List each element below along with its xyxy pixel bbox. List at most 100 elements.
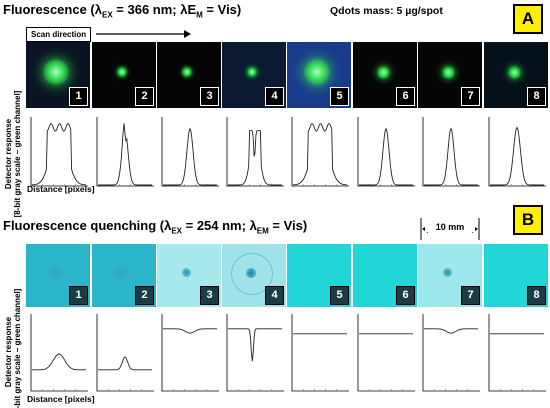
tile-number-label: 2 (135, 286, 154, 305)
plot-axes (161, 314, 219, 392)
tile-number-label: 6 (396, 87, 415, 106)
qdots-mass-label: Qdots mass: 5 µg/spot (330, 5, 443, 17)
profile-curve (163, 328, 217, 334)
plot-axes (161, 117, 219, 187)
plot-axes (96, 117, 154, 187)
panel-a-xlabel: Distance [pixels] (27, 184, 95, 194)
profile-plot-a-1 (30, 117, 88, 187)
panel-b-badge: B (513, 205, 543, 235)
profile-plot-b-2 (96, 314, 154, 392)
tile-number-label: 3 (200, 286, 219, 305)
profile-plot-b-8 (488, 314, 546, 392)
panel-b-title: Fluorescence quenching (λEX = 254 nm; λE… (3, 218, 308, 236)
quenching-spot (47, 264, 63, 281)
plot-axes (357, 117, 415, 187)
tile-a-7: 7 (418, 42, 482, 108)
tile-number-label: 6 (396, 286, 415, 305)
tile-number-label: 2 (135, 87, 154, 106)
tile-number-label: 4 (265, 286, 284, 305)
plot-axes (226, 117, 284, 187)
plot-axes (357, 314, 415, 392)
plot-axes (422, 314, 480, 392)
quenching-spot (246, 267, 256, 278)
tile-number-label: 5 (330, 286, 349, 305)
tile-number-label: 7 (461, 87, 480, 106)
profile-curve (228, 328, 282, 362)
fluorescent-spot (441, 65, 455, 79)
tile-number-label: 7 (461, 286, 480, 305)
tile-b-3: 3 (157, 244, 221, 307)
profile-curve (32, 353, 86, 371)
plot-axes (30, 314, 88, 392)
plot-axes (488, 314, 546, 392)
fluorescent-spot (117, 67, 127, 77)
tile-number-label: 3 (200, 87, 219, 106)
tile-b-5: 5 (287, 244, 351, 307)
profile-plot-b-4 (226, 314, 284, 392)
panel-b-ylabel: Detector response [8-bit gray scale – gre… (4, 288, 22, 408)
tile-a-2: 2 (92, 42, 156, 108)
fluorescent-spot (376, 65, 390, 79)
tile-b-7: 7 (418, 244, 482, 307)
profile-plot-a-2 (96, 117, 154, 187)
quenching-spot (113, 264, 129, 281)
profile-plot-b-1 (30, 314, 88, 392)
profile-curve (424, 127, 478, 186)
plot-axes (291, 314, 349, 392)
profile-curve (228, 130, 282, 186)
quenching-halo (231, 252, 273, 295)
tile-b-1: 1 (26, 244, 90, 307)
fluorescent-spot (247, 67, 257, 77)
fluorescent-spot (507, 65, 521, 79)
quenching-spot (181, 268, 191, 277)
profile-plot-b-7 (422, 314, 480, 392)
profile-curve (163, 127, 217, 186)
tile-b-8: 8 (484, 244, 548, 307)
profile-curve (292, 123, 348, 186)
profile-curve (424, 328, 478, 334)
plot-axes (30, 117, 88, 187)
profile-plot-a-8 (488, 117, 546, 187)
panel-a-ylabel: Detector response [8-bit gray scale – gre… (4, 90, 22, 218)
profile-plot-a-7 (422, 117, 480, 187)
fluorescent-spot (304, 59, 330, 85)
profile-curve (98, 356, 152, 371)
profile-plot-a-5 (291, 117, 349, 187)
tile-number-label: 4 (265, 87, 284, 106)
panel-a-badge: A (513, 4, 543, 34)
tile-number-label: 1 (69, 87, 88, 106)
profile-curve (98, 123, 152, 186)
plot-axes (226, 314, 284, 392)
scale-bar-label: 10 mm (425, 222, 475, 232)
tile-a-4: 4 (222, 42, 286, 108)
tile-number-label: 5 (330, 87, 349, 106)
plot-axes (291, 117, 349, 187)
plot-axes (96, 314, 154, 392)
tile-number-label: 8 (527, 286, 546, 305)
panel-a-title: Fluorescence (λEX = 366 nm; λEM = Vis) (3, 2, 242, 20)
profile-curve (490, 126, 544, 186)
profile-plot-b-3 (161, 314, 219, 392)
tile-b-2: 2 (92, 244, 156, 307)
tile-a-5: 5 (287, 42, 351, 108)
scan-direction-arrow (96, 30, 191, 38)
fluorescent-spot (182, 67, 192, 77)
tile-a-6: 6 (353, 42, 417, 108)
tile-a-8: 8 (484, 42, 548, 108)
profile-plot-a-3 (161, 117, 219, 187)
tile-number-label: 8 (527, 87, 546, 106)
quenching-spot (442, 268, 452, 277)
plot-axes (422, 117, 480, 187)
tile-a-3: 3 (157, 42, 221, 108)
panel-b-xlabel: Distance [pixels] (27, 394, 95, 404)
profile-plot-b-5 (291, 314, 349, 392)
scan-direction-label: Scan direction (26, 27, 92, 42)
tile-b-4: 4 (222, 244, 286, 307)
profile-curve (31, 123, 87, 186)
fluorescent-spot (43, 59, 69, 85)
profile-plot-b-6 (357, 314, 415, 392)
tile-b-6: 6 (353, 244, 417, 307)
tile-a-1: 1 (26, 42, 90, 108)
tile-number-label: 1 (69, 286, 88, 305)
